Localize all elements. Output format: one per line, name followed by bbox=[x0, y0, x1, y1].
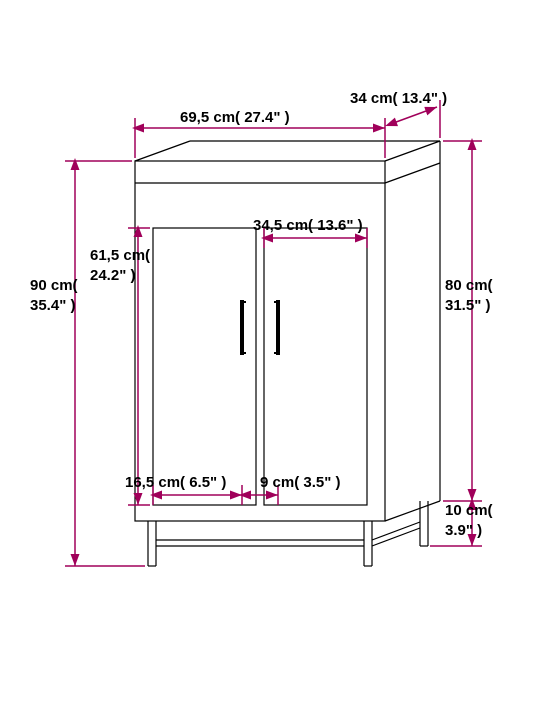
dim-handle-offset: 16,5 cm( 6.5" ) bbox=[125, 474, 226, 491]
dimension-diagram: 69,5 cm( 27.4" ) 34 cm( 13.4" ) 90 cm( 3… bbox=[0, 0, 540, 720]
dim-depth: 34 cm( 13.4" ) bbox=[350, 90, 447, 107]
dim-body-height-a: 80 cm( bbox=[445, 277, 493, 294]
dim-door-height-b: 24.2" ) bbox=[90, 267, 135, 284]
dim-leg-height-b: 3.9" ) bbox=[445, 522, 482, 539]
dim-shelf-width: 34,5 cm( 13.6" ) bbox=[253, 217, 363, 234]
dim-door-height-a: 61,5 cm( bbox=[90, 247, 150, 264]
dim-body-height-b: 31.5" ) bbox=[445, 297, 490, 314]
dim-width-front: 69,5 cm( 27.4" ) bbox=[180, 109, 290, 126]
dim-handle-gap: 9 cm( 3.5" ) bbox=[260, 474, 340, 491]
dim-leg-height-a: 10 cm( bbox=[445, 502, 493, 519]
dim-height-total-a: 90 cm( bbox=[30, 277, 78, 294]
dim-height-total-b: 35.4" ) bbox=[30, 297, 75, 314]
cabinet-outline bbox=[135, 141, 440, 566]
